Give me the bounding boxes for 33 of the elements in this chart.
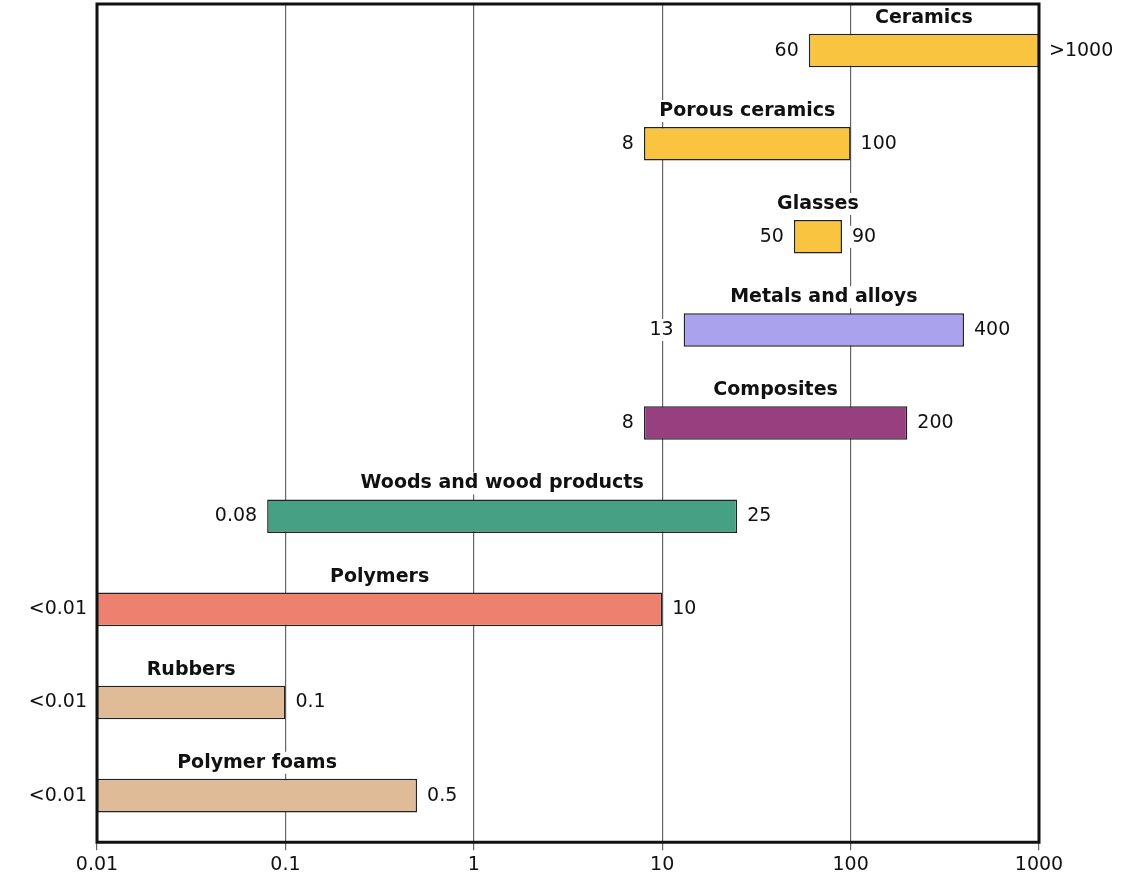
annotation: 0.08 <box>214 503 258 526</box>
y-tick-label: Rubbers <box>146 656 236 679</box>
annotation: 90 <box>851 223 877 246</box>
annotation: 8 <box>621 410 634 433</box>
annotation: 0.1 <box>295 689 326 712</box>
x-tick-label: 0.1 <box>270 851 301 874</box>
annotation: <0.01 <box>28 596 87 619</box>
x-tick-label: 1000 <box>1014 851 1064 874</box>
annotation: 25 <box>747 503 772 526</box>
annotation: >1000 <box>1049 37 1114 60</box>
annotation: 100 <box>860 130 897 153</box>
annotation: <0.01 <box>28 689 87 712</box>
annotation: <0.01 <box>28 782 87 805</box>
y-tick-label: Polymers <box>329 563 430 586</box>
annotation: 50 <box>759 223 784 246</box>
annotation: 200 <box>917 410 954 433</box>
y-tick-label: Polymer foams <box>177 749 337 772</box>
x-tick-label: 0.01 <box>75 851 119 874</box>
annotation: 10 <box>672 596 697 619</box>
y-tick-label: Ceramics <box>874 4 973 27</box>
annotation: 60 <box>774 37 799 60</box>
x-tick-label: 100 <box>832 851 869 874</box>
y-tick-label: Composites <box>713 377 838 400</box>
y-tick-label: Porous ceramics <box>659 97 836 120</box>
x-tick-label: 10 <box>650 851 675 874</box>
annotation: 8 <box>621 130 634 153</box>
y-tick-label: Glasses <box>777 191 859 214</box>
y-tick-label: Metals and alloys <box>730 284 918 307</box>
x-tick-label: 1 <box>467 851 480 874</box>
y-tick-label: Woods and wood products <box>360 470 644 493</box>
annotation: 400 <box>974 316 1011 339</box>
annotation: 0.5 <box>427 782 458 805</box>
annotation: 13 <box>649 316 674 339</box>
